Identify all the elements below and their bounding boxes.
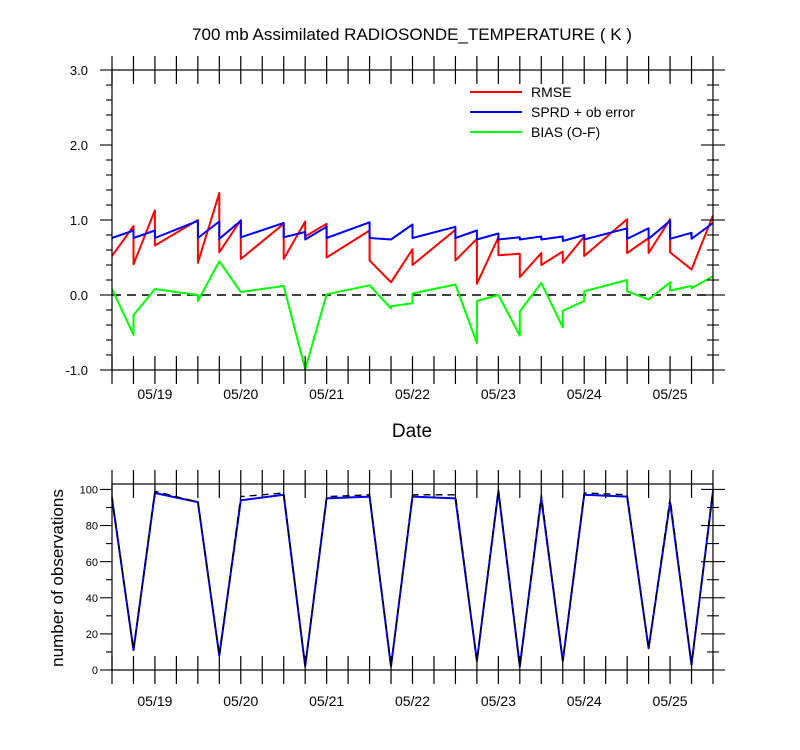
y-tick-label: 1.0 [70, 213, 88, 228]
top-chart-panel: 700 mb Assimilated RADIOSONDE_TEMPERATUR… [66, 25, 725, 442]
y-tick-label: -1.0 [66, 363, 88, 378]
series-rmse [111, 192, 714, 285]
x-tick-label: 05/21 [309, 386, 344, 402]
x-tick-label: 05/22 [395, 693, 430, 709]
top-series-lines [111, 192, 714, 371]
top-x-tick-labels: 05/19 05/20 05/21 05/22 05/23 05/24 05/25 [137, 386, 687, 402]
bottom-x-tick-labels: 05/19 05/20 05/21 05/22 05/23 05/24 05/25 [137, 693, 687, 709]
legend-label-bias: BIAS (O-F) [531, 124, 600, 140]
y-tick-label: 0.0 [70, 288, 88, 303]
x-tick-label: 05/25 [653, 386, 688, 402]
y-tick-label: 60 [86, 557, 98, 569]
x-tick-label: 05/20 [223, 693, 258, 709]
series-total [111, 488, 714, 668]
y-tick-label: 100 [80, 485, 98, 497]
x-tick-label: 05/22 [395, 386, 430, 402]
series-sprd-ob-error [111, 219, 714, 242]
x-axis-label: Date [392, 421, 432, 442]
bottom-plot-frame [111, 483, 714, 671]
bottom-y-ticks [100, 488, 725, 671]
bottom-series-lines [111, 488, 714, 668]
x-tick-label: 05/24 [567, 693, 602, 709]
y-axis-label: number of observations [48, 489, 67, 667]
x-tick-label: 05/19 [137, 693, 172, 709]
x-tick-label: 05/24 [567, 386, 602, 402]
y-tick-label: 3.0 [70, 63, 88, 78]
legend-label-rmse: RMSE [531, 84, 571, 100]
x-tick-label: 05/23 [481, 386, 516, 402]
legend-label-sprd: SPRD + ob error [531, 104, 635, 120]
x-tick-label: 05/21 [309, 693, 344, 709]
top-x-ticks [111, 56, 714, 384]
top-y-tick-labels: -1.0 0.0 1.0 2.0 3.0 [66, 63, 88, 378]
y-tick-label: 40 [86, 593, 98, 605]
legend: RMSE SPRD + ob error BIAS (O-F) [470, 84, 635, 140]
series-bias-o-f [111, 260, 714, 371]
y-tick-label: 0 [92, 665, 98, 677]
top-y-ticks [100, 69, 725, 371]
chart-title: 700 mb Assimilated RADIOSONDE_TEMPERATUR… [192, 25, 632, 44]
x-tick-label: 05/20 [223, 386, 258, 402]
x-tick-label: 05/25 [653, 693, 688, 709]
bottom-y-tick-labels: 0 20 40 60 80 100 [80, 485, 98, 678]
series-used [111, 490, 714, 668]
x-tick-label: 05/19 [137, 386, 172, 402]
bottom-chart-panel: 05/19 05/20 05/21 05/22 05/23 05/24 05/25 0 20 4… [48, 470, 725, 709]
y-tick-label: 20 [86, 629, 98, 641]
x-tick-label: 05/23 [481, 693, 516, 709]
y-tick-label: 80 [86, 521, 98, 533]
y-tick-label: 2.0 [70, 138, 88, 153]
bottom-x-ticks [111, 470, 714, 684]
